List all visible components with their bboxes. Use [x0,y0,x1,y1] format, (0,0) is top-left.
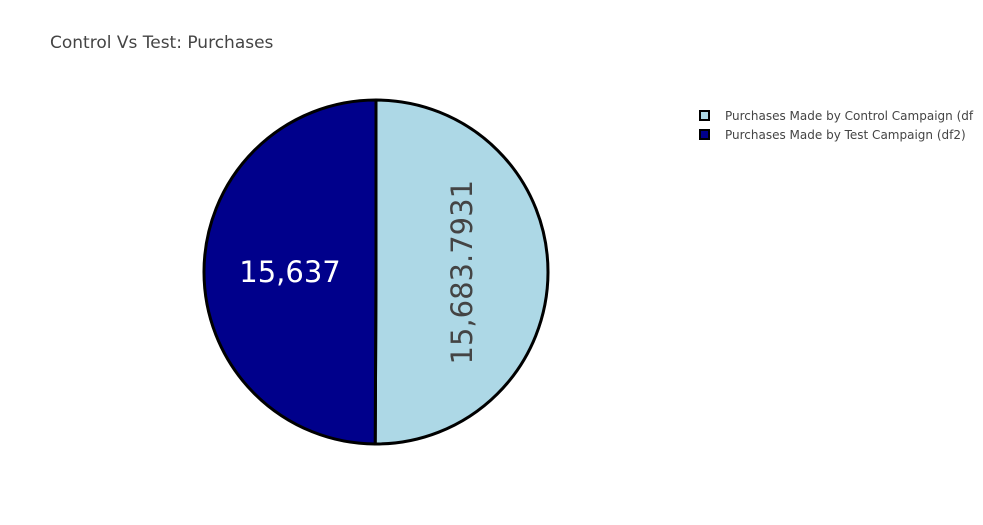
legend-label-control: Purchases Made by Control Campaign (df [725,108,974,123]
legend-swatch-test [699,129,710,140]
slice-label-test: 15,637 [239,255,340,289]
legend-swatch-control [699,110,710,121]
legend-item-test[interactable]: Purchases Made by Test Campaign (df2) [697,125,975,144]
chart-title: Control Vs Test: Purchases [50,33,274,53]
slice-label-control: 15,683.7931 [445,180,479,365]
slice-control[interactable] [373,98,550,446]
legend-label-test: Purchases Made by Test Campaign (df2) [725,127,966,142]
slice-test[interactable] [202,98,378,446]
legend-item-control[interactable]: Purchases Made by Control Campaign (df [697,106,975,125]
legend: Purchases Made by Control Campaign (df P… [697,106,975,144]
